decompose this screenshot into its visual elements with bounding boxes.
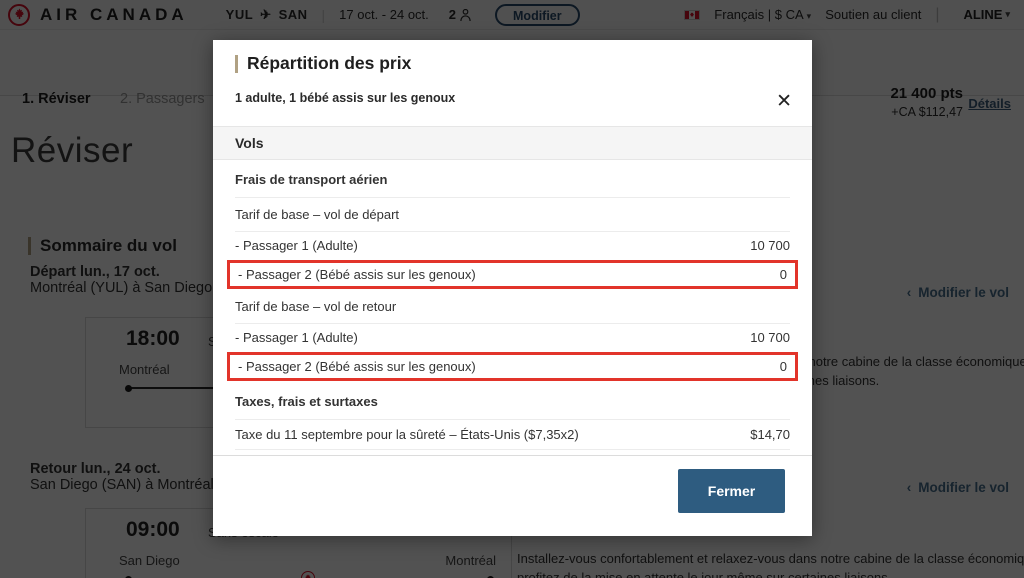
fare-group-label: Tarif de base – vol de départ	[235, 198, 790, 232]
modal-title: Répartition des prix	[247, 53, 412, 73]
vols-section-header: Vols	[213, 126, 812, 160]
row-value: $14,70	[750, 427, 790, 442]
fare-group-label: Tarif de base – vol de retour	[235, 290, 790, 324]
row-label: - Passager 2 (Bébé assis sur les genoux)	[238, 267, 476, 282]
row-value: 10 700	[750, 330, 790, 345]
passenger-summary: 1 adulte, 1 bébé assis sur les genoux	[235, 91, 456, 105]
price-row-passenger-2-departure-highlighted: - Passager 2 (Bébé assis sur les genoux)…	[227, 260, 798, 289]
row-label: - Passager 1 (Adulte)	[235, 330, 358, 345]
row-label: - Passager 1 (Adulte)	[235, 238, 358, 253]
price-row-passenger-1-departure: - Passager 1 (Adulte) 10 700	[235, 232, 790, 259]
row-value: 0	[779, 359, 787, 374]
taxes-heading: Taxes, frais et surtaxes	[235, 394, 378, 409]
gold-accent-bar	[235, 54, 238, 73]
row-value: 0	[779, 267, 787, 282]
price-breakdown-modal: Répartition des prix ✕ 1 adulte, 1 bébé …	[213, 40, 812, 536]
row-label: - Passager 2 (Bébé assis sur les genoux)	[238, 359, 476, 374]
air-charges-heading: Frais de transport aérien	[235, 160, 790, 198]
modal-footer: Fermer	[213, 455, 812, 536]
price-row-passenger-1-return: - Passager 1 (Adulte) 10 700	[235, 324, 790, 351]
price-row-passenger-2-return-highlighted: - Passager 2 (Bébé assis sur les genoux)…	[227, 352, 798, 381]
modal-body: Frais de transport aérien Tarif de base …	[213, 160, 812, 479]
row-label: Taxe du 11 septembre pour la sûreté – Ét…	[235, 427, 579, 442]
close-icon[interactable]: ✕	[776, 91, 792, 112]
fermer-button[interactable]: Fermer	[678, 469, 785, 513]
row-value: 10 700	[750, 238, 790, 253]
tax-row-us-security: Taxe du 11 septembre pour la sûreté – Ét…	[235, 419, 790, 449]
